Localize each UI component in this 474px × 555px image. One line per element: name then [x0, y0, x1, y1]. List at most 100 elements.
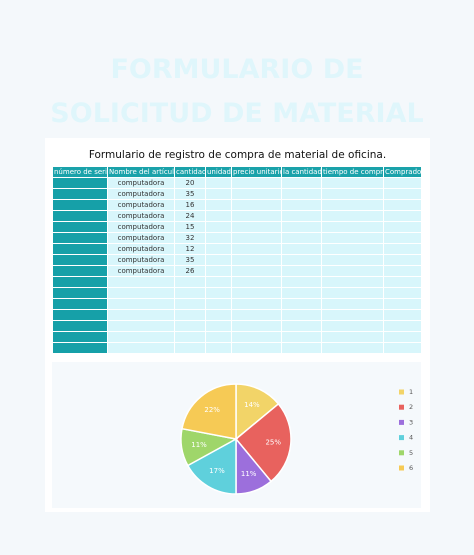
legend-swatch — [399, 389, 404, 395]
table-cell — [281, 276, 322, 288]
table-cell — [231, 232, 282, 244]
table-row: computadora 20 — [52, 177, 422, 189]
serial-cell — [52, 177, 108, 189]
table-cell — [383, 243, 422, 255]
table-cell — [321, 265, 384, 277]
table-cell — [383, 210, 422, 222]
table-cell — [205, 177, 232, 189]
table-cell — [383, 254, 422, 266]
pie-chart: 14% 25% 11% 17% 11% 22% 1 2 3 4 5 6 — [52, 362, 421, 508]
table-cell — [321, 210, 384, 222]
table-cell — [205, 265, 232, 277]
legend-label: 3 — [409, 418, 413, 426]
table-cell — [205, 243, 232, 255]
serial-cell — [52, 243, 108, 255]
table-cell — [205, 276, 232, 288]
table-cell — [281, 309, 322, 321]
table-cell — [205, 342, 232, 354]
table-cell — [321, 221, 384, 233]
table-cell: computadora — [107, 254, 175, 266]
legend-label: 1 — [409, 388, 413, 396]
serial-cell — [52, 210, 108, 222]
table-cell — [383, 221, 422, 233]
table-cell — [383, 309, 422, 321]
serial-cell — [52, 309, 108, 321]
table-cell: 32 — [174, 232, 206, 244]
column-header: unidad — [205, 166, 232, 178]
table-cell — [383, 342, 422, 354]
legend-swatch — [399, 435, 404, 441]
legend-swatch — [399, 465, 404, 471]
table-cell — [281, 243, 322, 255]
table-cell — [231, 210, 282, 222]
table-cell — [321, 243, 384, 255]
table-row: computadora 12 — [52, 243, 422, 255]
table-cell — [231, 243, 282, 255]
table-cell: 12 — [174, 243, 206, 255]
table-cell — [205, 331, 232, 343]
table-cell: computadora — [107, 232, 175, 244]
table-cell — [231, 320, 282, 332]
table-cell — [321, 232, 384, 244]
table-cell — [174, 320, 206, 332]
table-cell — [231, 287, 282, 299]
table-cell — [281, 320, 322, 332]
table-row: computadora 24 — [52, 210, 422, 222]
legend-label: 4 — [409, 434, 413, 442]
slice-label: 11% — [241, 470, 257, 478]
table-cell — [231, 199, 282, 211]
table-cell — [321, 177, 384, 189]
table-row — [52, 287, 422, 299]
table-row: computadora 15 — [52, 221, 422, 233]
serial-cell — [52, 221, 108, 233]
table-row: computadora 16 — [52, 199, 422, 211]
serial-cell — [52, 188, 108, 200]
table-cell — [174, 331, 206, 343]
header-row: número de serie Nombre del artículo cantid… — [52, 166, 422, 178]
serial-cell — [52, 298, 108, 310]
legend-swatch — [399, 419, 404, 425]
table-cell — [174, 342, 206, 354]
table-cell — [231, 188, 282, 200]
table-cell — [205, 210, 232, 222]
table-cell — [321, 276, 384, 288]
table-cell — [321, 287, 384, 299]
legend-swatch — [399, 450, 404, 456]
table-cell — [383, 331, 422, 343]
table-cell — [231, 342, 282, 354]
table-cell — [205, 320, 232, 332]
table-cell — [205, 221, 232, 233]
table-cell: computadora — [107, 210, 175, 222]
table-cell: computadora — [107, 177, 175, 189]
column-header: Nombre del artículo — [107, 166, 175, 178]
table-cell — [281, 232, 322, 244]
table-cell — [107, 331, 175, 343]
table-row: computadora 35 — [52, 188, 422, 200]
table-row — [52, 331, 422, 343]
table-caption: Formulario de registro de compra de mate… — [88, 149, 387, 161]
table-cell — [281, 265, 322, 277]
table-cell — [281, 331, 322, 343]
table-cell — [281, 210, 322, 222]
table-cell — [231, 309, 282, 321]
table-cell — [321, 309, 384, 321]
table-cell — [281, 199, 322, 211]
table-cell — [321, 199, 384, 211]
table-cell: 26 — [174, 265, 206, 277]
table-cell: computadora — [107, 199, 175, 211]
column-header: Comprador — [383, 166, 422, 178]
table-cell — [174, 287, 206, 299]
table-cell — [174, 276, 206, 288]
form-card: Formulario de registro de compra de mate… — [45, 138, 430, 512]
slice-label: 11% — [191, 441, 207, 449]
table-cell — [281, 254, 322, 266]
slice-label: 17% — [209, 467, 225, 475]
serial-cell — [52, 320, 108, 332]
table-cell — [174, 309, 206, 321]
table-cell — [205, 309, 232, 321]
pie-slice — [234, 402, 292, 483]
table-cell — [383, 232, 422, 244]
table-cell — [231, 265, 282, 277]
table-cell — [205, 287, 232, 299]
table-cell — [205, 199, 232, 211]
